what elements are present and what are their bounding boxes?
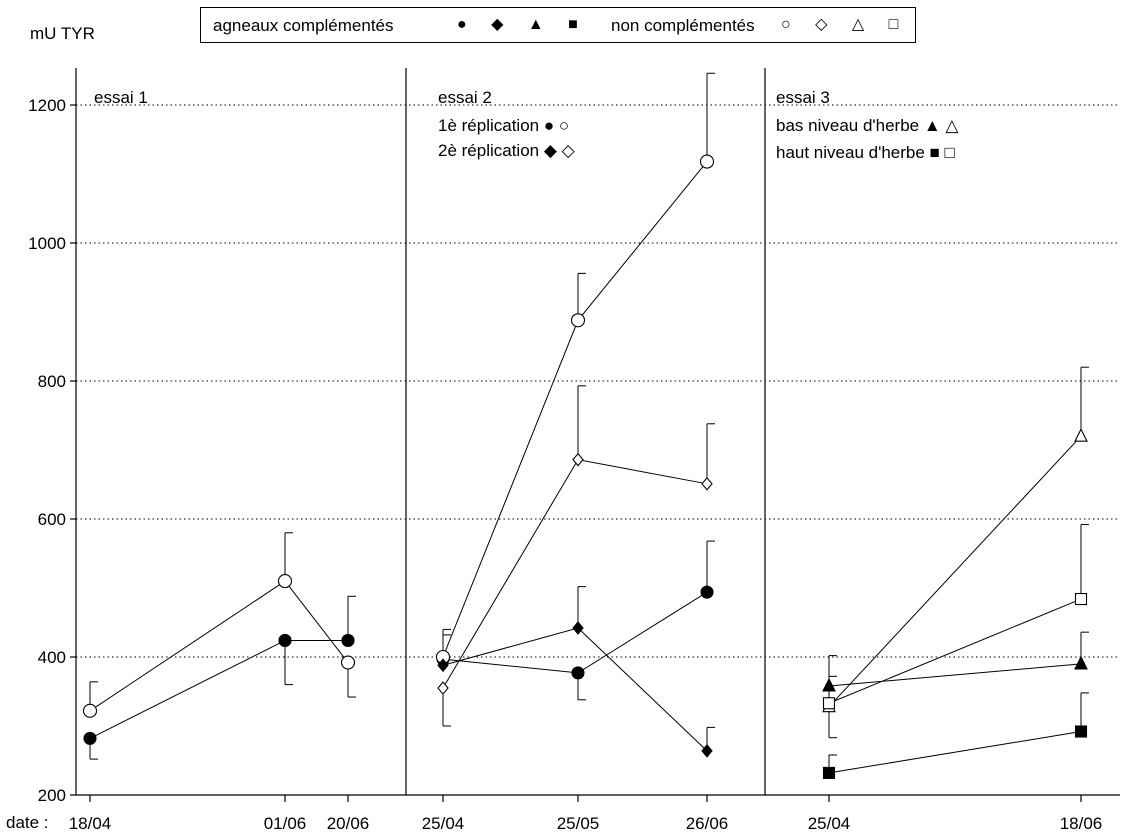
x-tick-label: 20/06 — [327, 814, 370, 833]
series-line — [442, 459, 708, 689]
data-point-square — [1074, 592, 1088, 606]
data-point-triangle — [1074, 427, 1088, 442]
data-point-circle — [570, 313, 586, 328]
series-line — [828, 731, 1082, 774]
legend-supplemented-symbols: ● ◆ ▲ ■ — [457, 16, 588, 33]
data-point-diamond — [572, 621, 584, 635]
data-point-circle — [699, 154, 715, 169]
y-tick-label: 1200 — [28, 96, 66, 115]
panel-legend-label: bas niveau d'herbe — [776, 116, 920, 135]
y-tick-label: 600 — [38, 510, 66, 529]
data-point-triangle — [1074, 655, 1088, 670]
data-point-square — [1074, 725, 1088, 738]
panel-title-essai-2: essai 2 — [438, 88, 492, 107]
data-point-diamond — [437, 658, 449, 673]
x-tick-label: 18/04 — [69, 814, 112, 833]
series-line — [442, 627, 708, 752]
x-tick-label: 25/04 — [808, 814, 851, 833]
data-point-circle — [278, 633, 292, 647]
data-point-circle — [341, 633, 355, 647]
panel-legend-label: haut niveau d'herbe — [776, 143, 925, 162]
x-tick-label: 18/06 — [1060, 814, 1103, 833]
panel-legend-low-grass: bas niveau d'herbe ▲ △ — [776, 116, 959, 136]
data-point-circle — [571, 666, 585, 680]
x-tick-label: 26/06 — [686, 814, 729, 833]
panel-legend-label: 1è réplication — [438, 116, 540, 135]
data-point-diamond — [701, 743, 713, 758]
panel-legend-symbols: ● ○ — [543, 116, 570, 135]
y-tick-label: 400 — [38, 648, 66, 667]
x-tick-label: 25/04 — [422, 814, 465, 833]
data-point-circle — [82, 703, 98, 718]
data-point-square — [822, 697, 836, 710]
panel-title-essai-1: essai 1 — [94, 88, 148, 107]
series-line — [828, 663, 1082, 687]
data-point-diamond — [572, 452, 584, 467]
panel-legend-high-grass: haut niveau d'herbe ■ □ — [776, 143, 955, 163]
series-line — [828, 435, 1082, 708]
data-point-circle — [277, 574, 293, 589]
panel-legend-replication-1: 1è réplication ● ○ — [438, 116, 569, 136]
series-line — [89, 639, 348, 739]
y-tick-label: 1000 — [28, 234, 66, 253]
panel-legend-symbols: ▲ △ — [923, 116, 959, 135]
x-tick-label: 01/06 — [264, 814, 307, 833]
panel-legend-symbols: ◆ ◇ — [543, 141, 575, 160]
series-line — [442, 161, 708, 658]
data-point-circle — [83, 731, 97, 745]
data-point-square — [822, 766, 836, 779]
series-line — [442, 591, 708, 674]
y-tick-label: 800 — [38, 372, 66, 391]
series-line — [828, 598, 1082, 704]
legend-supplemented-label: agneaux complémentés — [213, 16, 394, 35]
panel-legend-replication-2: 2è réplication ◆ ◇ — [438, 141, 575, 161]
legend-non-supplemented-label: non complémentés — [611, 16, 755, 35]
data-point-triangle — [822, 677, 836, 692]
legend-non-supplemented-symbols: ○ ◇ △ □ — [781, 16, 909, 33]
legend: agneaux complémentés ● ◆ ▲ ■ non complém… — [200, 7, 916, 43]
panel-title-essai-3: essai 3 — [776, 88, 830, 107]
x-axis-prefix: date : — [6, 813, 49, 832]
series-line — [89, 580, 349, 712]
panel-legend-label: 2è réplication — [438, 141, 540, 160]
y-axis-label: mU TYR — [30, 24, 95, 43]
data-point-circle — [340, 655, 356, 670]
data-point-circle — [700, 585, 714, 599]
data-point-diamond — [437, 681, 449, 695]
y-tick-label: 200 — [38, 786, 66, 805]
x-tick-label: 25/05 — [557, 814, 600, 833]
data-point-diamond — [701, 476, 713, 491]
panel-legend-symbols: ■ □ — [929, 143, 955, 162]
